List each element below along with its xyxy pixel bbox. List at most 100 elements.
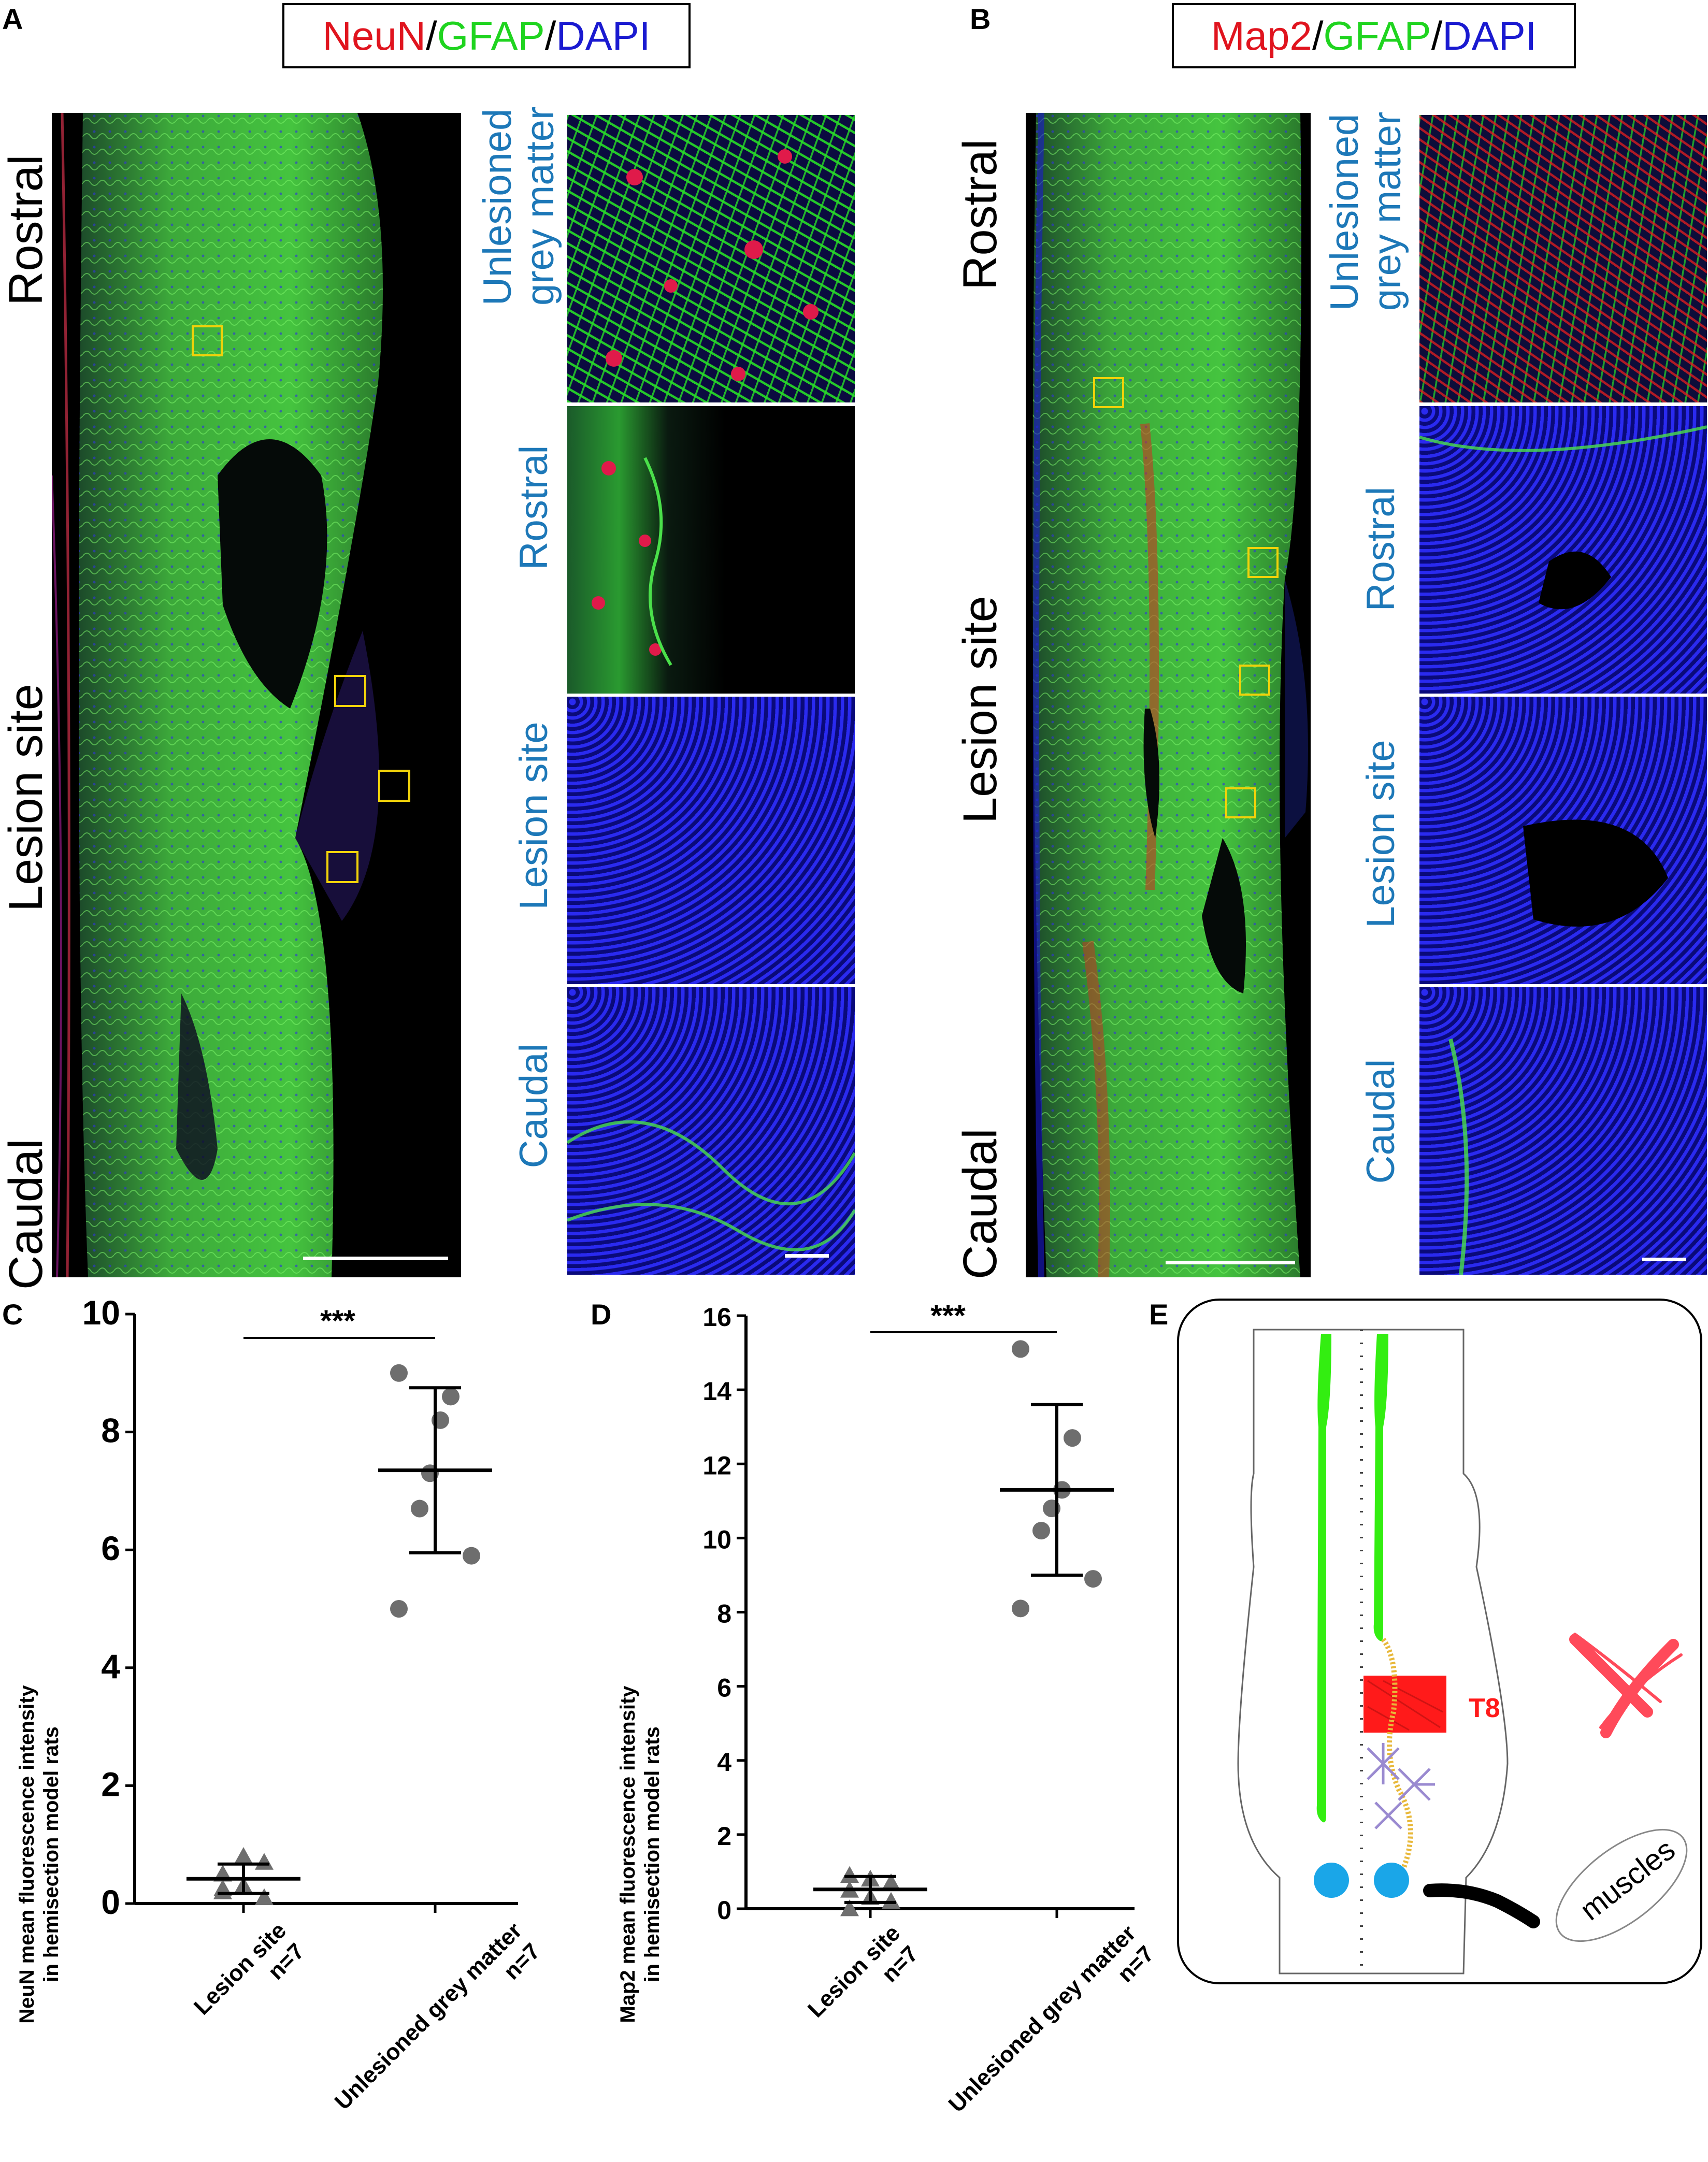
chart-d-point (1064, 1429, 1081, 1447)
panel-e-schematic: T8 muscles (1177, 1299, 1702, 1984)
corticospinal-tract-right (1373, 1334, 1388, 1641)
panel-b-inset-label-caudal: Caudal (1359, 1059, 1403, 1184)
panel-b-stain-legend: Map2/GFAP/DAPI (1172, 3, 1576, 68)
panel-a-inset-label-rostral: Rostral (512, 445, 556, 570)
chart-d-point (1012, 1340, 1029, 1358)
stain-gfap: GFAP (437, 13, 545, 59)
panel-a-micrograph (52, 113, 461, 1277)
roi-box-lesion (1239, 665, 1270, 696)
panel-b-inset-label-rostral: Rostral (1359, 486, 1403, 612)
interneuron-cluster (1367, 1743, 1435, 1829)
scale-bar (303, 1257, 448, 1260)
chart-c-ytick-label: 2 (101, 1765, 120, 1803)
chart-d-point (1084, 1570, 1102, 1588)
chart-c-point (411, 1500, 428, 1518)
panel-a-inset-lesion (567, 697, 855, 984)
inset-scale-bar (785, 1254, 829, 1258)
spinal-cord-outline (1237, 1329, 1509, 1974)
panel-a-inset-label-lesion: Lesion site (512, 722, 556, 910)
panel-b-label-lesion: Lesion site (954, 596, 1007, 824)
chart-c-point (390, 1364, 408, 1382)
t8-label: T8 (1469, 1693, 1500, 1723)
panel-b-label-rostral: Rostral (954, 139, 1007, 290)
chart-c-ytick-label: 10 (82, 1293, 120, 1332)
chart-c-cat2-l1: Unlesioned grey matter (330, 1918, 527, 2114)
scale-bar (1166, 1261, 1295, 1264)
chart-c-ytick-label: 4 (101, 1647, 120, 1685)
panel-b-inset-caudal (1419, 987, 1707, 1275)
chart-c-ytick-label: 0 (101, 1883, 120, 1921)
chart-c-ylabel-l2: in hemisection model rats (40, 1726, 63, 1982)
panel-b-inset-label-unlesioned: Unlesioned grey matter (1323, 111, 1409, 311)
chart-c-plot-area: 0 2 4 6 8 10 (82, 1293, 518, 1921)
panel-a-label-caudal: Caudal (0, 1138, 52, 1290)
roi-box-rostral (1247, 547, 1279, 578)
chart-d-point (1012, 1599, 1029, 1618)
chart-d-point (840, 1866, 859, 1883)
panel-b-inset-label-lesion: Lesion site (1359, 740, 1403, 928)
chart-d-ytick-label: 2 (717, 1822, 731, 1851)
chart-d-ylabel-l1: Map2 mean fluorescence intensity (616, 1685, 639, 2023)
chart-d-point (840, 1899, 859, 1916)
chart-c-point (234, 1847, 253, 1864)
corticospinal-tract-left (1316, 1334, 1331, 1823)
chart-c-point (390, 1600, 408, 1618)
roi-box-rostral (334, 675, 366, 707)
muscles-ellipse (1555, 1828, 1688, 1942)
panel-d-chart: 0 2 4 6 8 10 12 14 16 Map2 mean fluorescence int… (616, 1299, 1159, 2117)
chart-c-ytick-label: 8 (101, 1411, 120, 1450)
chart-d-significance: *** (930, 1299, 966, 1333)
chart-c-point (442, 1388, 460, 1406)
panel-e-letter: E (1149, 1298, 1169, 1331)
stain-map2: Map2 (1211, 13, 1312, 59)
panel-a-inset-label-unlesioned: Unlesioned grey matter (476, 106, 562, 306)
panel-b-inset-lesion (1419, 697, 1707, 984)
chart-c-point (463, 1547, 480, 1565)
panel-b-micrograph (1026, 113, 1311, 1277)
chart-d-ytick-label: 10 (702, 1525, 731, 1554)
chart-d-ytick-label: 6 (717, 1674, 731, 1703)
roi-box-caudal (326, 851, 358, 883)
chart-d-ytick-label: 12 (702, 1451, 731, 1480)
panel-c-chart: 0 2 4 6 8 10 NeuN mean fluorescence intensity… (16, 1293, 545, 2115)
chart-c-point (255, 1853, 274, 1870)
propriospinal-neuron (1381, 1638, 1413, 1868)
chart-d-cat2-l1: Unlesioned grey matter (944, 1920, 1141, 2117)
chart-c-ylabel-l1: NeuN mean fluorescence intensity (16, 1684, 38, 2023)
inset-scale-bar (1642, 1258, 1686, 1261)
chart-c-ytick-label: 6 (101, 1529, 120, 1567)
panel-b-inset-unlesioned (1419, 115, 1707, 402)
panel-a-inset-caudal (567, 987, 855, 1275)
roi-box-unlesioned (1093, 377, 1124, 408)
panel-a-label-lesion: Lesion site (0, 684, 52, 912)
stain-neun: NeuN (322, 13, 426, 59)
chart-d-ytick-label: 14 (702, 1377, 731, 1406)
roi-box-lesion (378, 770, 410, 802)
chart-d-point (882, 1892, 900, 1909)
motor-neuron-left (1314, 1863, 1349, 1898)
panel-b-label-caudal: Caudal (954, 1128, 1007, 1279)
stain-dapi: DAPI (556, 13, 651, 59)
panel-d-letter: D (591, 1298, 612, 1331)
chart-d-point (882, 1873, 900, 1891)
motor-axon (1423, 1883, 1540, 1928)
panel-a-stain-legend: NeuN/GFAP/DAPI (282, 3, 691, 68)
roi-box-unlesioned (192, 325, 223, 356)
chart-d-ytick-label: 16 (702, 1303, 731, 1332)
chart-d-ytick-label: 8 (717, 1599, 731, 1628)
chart-d-ytick-label: 4 (717, 1748, 731, 1777)
panel-c-letter: C (2, 1298, 23, 1331)
chart-d-ytick-label: 0 (717, 1896, 731, 1925)
panel-a-inset-rostral (567, 406, 855, 694)
panel-a-letter: A (2, 3, 23, 35)
chart-d-point (1032, 1522, 1050, 1540)
chart-d-plot-area: 0 2 4 6 8 10 12 14 16 (702, 1303, 1135, 1925)
chart-d-ylabel-l2: in hemisection model rats (641, 1726, 664, 1982)
panel-a-tissue (52, 113, 383, 1277)
panel-a-label-rostral: Rostral (0, 154, 52, 306)
cross-mark-icon (1569, 1633, 1683, 1738)
panel-b-tissue (1032, 113, 1308, 1277)
panel-a-inset-label-caudal: Caudal (512, 1043, 556, 1169)
panel-b-letter: B (970, 3, 991, 35)
motor-neuron-right (1374, 1863, 1409, 1898)
